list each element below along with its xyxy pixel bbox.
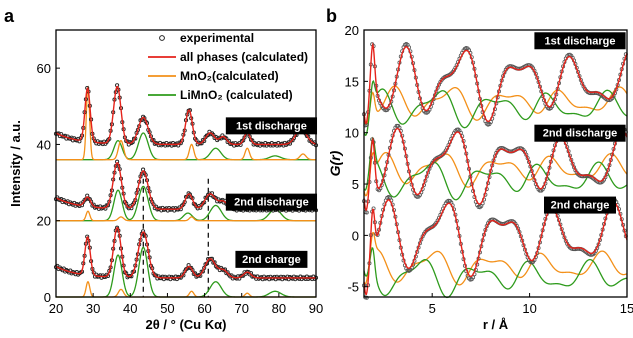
b-experimental-point <box>589 91 594 96</box>
b-fit-curve <box>363 42 628 125</box>
b-limno2-curve <box>363 136 628 201</box>
a-legend-label: LiMnO₂ (calculated) <box>180 88 293 102</box>
panel-a-chart: 1st discharge 2nd discharge 2nd charge exp… <box>8 29 324 332</box>
a-stack-label: 2nd discharge <box>234 197 309 209</box>
b-stack-label: 2nd discharge <box>543 128 618 140</box>
b-x-tick-label: 10 <box>522 301 536 316</box>
a-y-tick-label: 40 <box>37 137 51 152</box>
b-x-tick-label: 5 <box>429 301 436 316</box>
a-legend-label: MnO₂(calculated) <box>180 69 279 83</box>
b-y-axis-label: G(r) <box>327 150 343 176</box>
b-y-tick-label: 10 <box>345 126 359 141</box>
a-fit-curve <box>55 226 316 279</box>
a-x-tick-label: 60 <box>197 301 211 316</box>
a-stack-label-box <box>225 117 318 135</box>
a-y-tick-label: 60 <box>37 61 51 76</box>
panel-b-chart: 1st discharge 2nd discharge 2nd charge 5 10… <box>327 23 633 332</box>
b-y-tick-label: 5 <box>352 177 359 192</box>
b-fit-curve <box>363 127 628 211</box>
b-mno2-curve <box>363 85 628 126</box>
a-x-tick-label: 80 <box>272 301 286 316</box>
b-stack-labels: 1st discharge 2nd discharge 2nd charge <box>534 32 626 214</box>
b-curves <box>361 42 628 300</box>
b-experimental-point <box>364 210 369 215</box>
panel-b-letter: b <box>326 6 337 26</box>
a-legend: experimental all phases (calculated) MnO₂(… <box>148 31 308 102</box>
a-stack-label: 2nd charge <box>242 254 301 266</box>
a-fit-curve <box>55 85 317 146</box>
b-stack-label: 2nd charge <box>551 200 610 212</box>
b-fit-curve <box>363 199 628 296</box>
a-x-tick-label: 20 <box>49 301 63 316</box>
a-mno2-curve <box>56 281 316 298</box>
a-stack-label-box <box>235 250 308 268</box>
b-x-axis-label: r / Å <box>483 317 509 332</box>
b-stack-label-box <box>534 32 626 50</box>
b-stack-label-box <box>534 124 626 142</box>
a-mno2-curve <box>56 210 316 222</box>
b-y-tick-label: -5 <box>347 280 359 295</box>
b-x-tick-label: 15 <box>620 301 633 316</box>
a-y-tick-label: 0 <box>44 290 51 305</box>
b-plot-frame <box>363 29 628 298</box>
b-ticks: 5 10 15 -5 0 5 10 15 20 <box>345 23 633 316</box>
a-x-axis-label: 2θ / ° (Cu Kα) <box>146 317 227 332</box>
a-x-tick-label: 70 <box>234 301 248 316</box>
a-experimental-point <box>291 136 296 141</box>
b-experimental-point <box>488 119 493 124</box>
a-x-tick-label: 90 <box>309 301 323 316</box>
a-stack-label-box <box>225 193 318 211</box>
a-x-tick-label: 40 <box>123 301 137 316</box>
b-experimental-point <box>591 91 596 96</box>
a-y-tick-label: 20 <box>37 214 51 229</box>
b-experimental-point <box>588 91 593 96</box>
b-experimental-point <box>364 295 369 300</box>
a-y-axis-label: Intensity / a.u. <box>8 120 23 207</box>
b-experimental-point <box>471 275 476 280</box>
b-y-tick-label: 20 <box>345 23 359 38</box>
b-experimental-point <box>394 123 399 128</box>
b-y-tick-label: 15 <box>345 74 359 89</box>
b-stack-label-box <box>544 196 616 214</box>
b-experimental-point <box>592 90 597 95</box>
a-legend-label: all phases (calculated) <box>180 50 308 64</box>
b-mno2-curve <box>363 231 628 286</box>
panel-a-letter: a <box>4 6 15 26</box>
a-mno2-curve <box>56 85 316 161</box>
a-legend-label: experimental <box>180 31 254 45</box>
a-legend-marker <box>159 35 165 41</box>
b-stack-label: 1st discharge <box>545 35 616 47</box>
a-stack-labels: 1st discharge 2nd discharge 2nd charge <box>225 117 318 268</box>
a-stack-label: 1st discharge <box>236 120 307 132</box>
a-x-tick-label: 30 <box>86 301 100 316</box>
a-plot-frame <box>55 29 317 298</box>
b-y-tick-label: 0 <box>352 228 359 243</box>
a-x-tick-label: 50 <box>160 301 174 316</box>
